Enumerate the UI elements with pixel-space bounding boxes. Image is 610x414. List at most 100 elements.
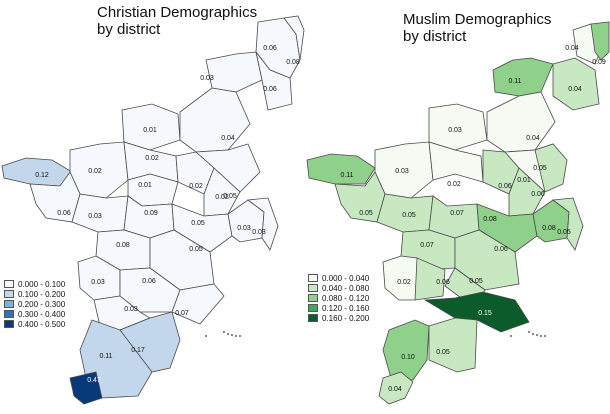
district-value-label: 0.03 <box>88 213 102 220</box>
district-value-label: 0.09 <box>592 59 606 66</box>
christian-map: 0.06 0.08 0.03 0.06 0.01 0.04 0.12 0.02 0.02 0.01… <box>1 15 305 405</box>
district-value-label: 0.15 <box>478 310 492 317</box>
district-value-label: 0.05 <box>189 246 203 253</box>
map-title-line1: Muslim Demographics <box>403 11 552 28</box>
legend-label: 0.200 - 0.300 <box>18 299 66 309</box>
legend-label: 0.080 - 0.120 <box>322 293 370 303</box>
district-value-label: 0.06 <box>436 279 450 286</box>
legend-label: 0.400 - 0.500 <box>18 319 66 329</box>
legend-item: 0.000 - 0.040 <box>308 273 369 283</box>
district-value-label: 0.08 <box>542 225 556 232</box>
district-value-label: 0.06 <box>531 191 545 198</box>
district-value-label: 0.08 <box>116 242 130 249</box>
district-value-label: 0.02 <box>397 279 411 286</box>
district-value-label: 0.01 <box>143 127 157 134</box>
map-title: Muslim Demographics by district <box>403 11 551 45</box>
district-value-label: 0.04 <box>565 45 579 52</box>
legend-swatch <box>308 314 318 322</box>
district-value-label: 0.11 <box>99 353 112 360</box>
legend-swatch <box>308 294 318 302</box>
legend-swatch <box>4 290 14 298</box>
district-value-label: 0.05 <box>402 212 416 219</box>
district-shape <box>246 197 279 251</box>
district-shape <box>205 51 263 93</box>
island-mark <box>544 335 546 337</box>
district-value-label: 0.05 <box>557 229 571 236</box>
district-shape <box>378 371 414 405</box>
district-shape <box>551 197 584 251</box>
district-shape <box>486 91 556 153</box>
legend-swatch <box>308 274 318 282</box>
map-title-line1: Christian Demographics <box>97 4 258 21</box>
district-value-label: 0.03 <box>237 225 251 232</box>
legend-item: 0.160 - 0.200 <box>308 313 369 323</box>
district-shape <box>306 153 376 185</box>
district-value-label: 0.06 <box>263 45 277 52</box>
district-value-label: 0.05 <box>223 193 237 200</box>
district-value-label: 0.02 <box>88 168 102 175</box>
district-value-label: 0.09 <box>144 210 158 217</box>
island-mark <box>205 335 207 337</box>
legend-swatch <box>4 300 14 308</box>
island-mark <box>536 334 538 336</box>
legend-swatch <box>4 310 14 318</box>
christian-map-panel: Christian Demographics by district 0.06 0… <box>1 4 305 405</box>
district-shape <box>382 255 418 301</box>
district-value-label: 0.03 <box>448 127 462 134</box>
legend-item: 0.120 - 0.160 <box>308 303 369 313</box>
district-value-label: 0.08 <box>483 216 497 223</box>
district-value-label: 0.05 <box>469 278 483 285</box>
district-value-label: 0.01 <box>138 182 152 189</box>
district-value-label: 0.04 <box>388 386 402 393</box>
legend-item: 0.300 - 0.400 <box>4 309 65 319</box>
island-mark <box>239 335 241 337</box>
district-value-label: 0.06 <box>494 246 508 253</box>
island-mark <box>227 333 229 335</box>
district-value-label: 0.03 <box>395 168 409 175</box>
map-title: Christian Demographics by district <box>97 4 257 38</box>
district-value-label: 0.07 <box>450 210 464 217</box>
island-mark <box>235 335 237 337</box>
island-mark <box>223 331 225 333</box>
district-value-label: 0.04 <box>221 135 235 142</box>
island-mark <box>540 335 542 337</box>
district-value-label: 0.10 <box>401 354 415 361</box>
district-value-label: 0.17 <box>131 347 145 354</box>
island-mark <box>532 333 534 335</box>
legend-label: 0.160 - 0.200 <box>322 313 370 323</box>
district-value-label: 0.04 <box>568 86 582 93</box>
legend-swatch <box>308 304 318 312</box>
district-layer <box>306 21 610 405</box>
district-layer <box>1 15 305 405</box>
district-value-label: 0.02 <box>189 183 203 190</box>
district-value-label: 0.03 <box>252 229 266 236</box>
district-shape <box>534 143 568 193</box>
legend-label: 0.100 - 0.200 <box>18 289 66 299</box>
district-shape <box>283 15 305 61</box>
map-title-line2: by district <box>403 28 467 45</box>
district-value-label: 0.02 <box>215 194 229 201</box>
district-value-label: 0.06 <box>498 183 512 190</box>
legend-label: 0.000 - 0.100 <box>18 279 66 289</box>
legend-item: 0.400 - 0.500 <box>4 319 65 329</box>
legend-item: 0.080 - 0.120 <box>308 293 369 303</box>
district-value-label: 0.05 <box>533 165 547 172</box>
district-value-label: 0.07 <box>420 242 434 249</box>
muslim-legend: 0.000 - 0.040 0.040 - 0.080 0.080 - 0.12… <box>308 273 369 323</box>
district-shape <box>179 87 251 153</box>
district-shape <box>428 195 480 239</box>
district-value-label: 0.05 <box>359 210 373 217</box>
district-value-label: 0.06 <box>263 86 277 93</box>
map-title-line2: by district <box>97 21 161 38</box>
district-value-label: 0.02 <box>145 155 159 162</box>
district-value-label: 0.05 <box>436 349 450 356</box>
district-value-label: 0.12 <box>35 172 49 179</box>
district-value-label: 0.07 <box>175 310 189 317</box>
legend-swatch <box>308 284 318 292</box>
district-shape <box>255 51 293 111</box>
district-shape <box>552 57 600 111</box>
district-value-label: 0.01 <box>517 177 531 184</box>
district-value-label: 0.04 <box>526 135 540 142</box>
island-mark <box>231 334 233 336</box>
district-value-label: 0.03 <box>200 75 214 82</box>
